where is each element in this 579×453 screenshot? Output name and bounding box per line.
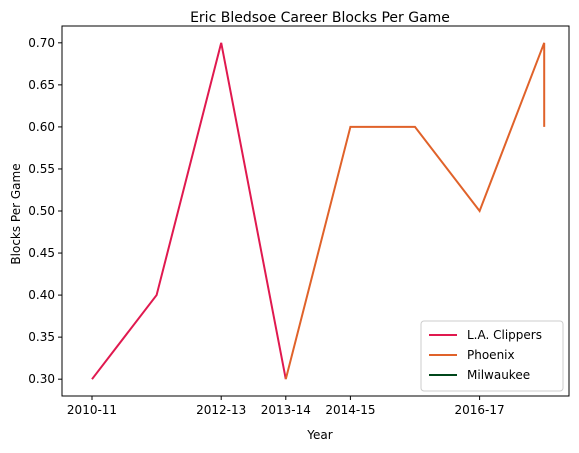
- y-tick-label: 0.60: [28, 120, 55, 134]
- y-tick-label: 0.50: [28, 204, 55, 218]
- y-tick-label: 0.30: [28, 372, 55, 386]
- y-tick-label: 0.65: [28, 78, 55, 92]
- x-tick-label: 2016-17: [455, 403, 505, 417]
- y-tick-label: 0.35: [28, 330, 55, 344]
- x-axis: 2010-11 2012-13 2013-14 2014-15 2016-17: [67, 396, 505, 417]
- x-tick-label: 2013-14: [261, 403, 311, 417]
- legend-label: Milwaukee: [467, 368, 530, 382]
- x-axis-label: Year: [306, 428, 332, 442]
- x-tick-label: 2014-15: [325, 403, 375, 417]
- legend: L.A. Clippers Phoenix Milwaukee: [421, 321, 563, 391]
- y-axis: 0.30 0.35 0.40 0.45 0.50 0.55 0.60 0.65 0.70: [28, 36, 62, 386]
- chart-title: Eric Bledsoe Career Blocks Per Game: [190, 10, 450, 26]
- y-tick-label: 0.55: [28, 162, 55, 176]
- y-tick-label: 0.70: [28, 36, 55, 50]
- y-tick-label: 0.40: [28, 288, 55, 302]
- y-axis-label: Blocks Per Game: [9, 163, 23, 264]
- x-tick-label: 2012-13: [196, 403, 246, 417]
- y-tick-label: 0.45: [28, 246, 55, 260]
- x-tick-label: 2010-11: [67, 403, 117, 417]
- series-line-l-a-clippers: [92, 43, 286, 379]
- legend-label: L.A. Clippers: [467, 328, 542, 342]
- legend-label: Phoenix: [467, 348, 515, 362]
